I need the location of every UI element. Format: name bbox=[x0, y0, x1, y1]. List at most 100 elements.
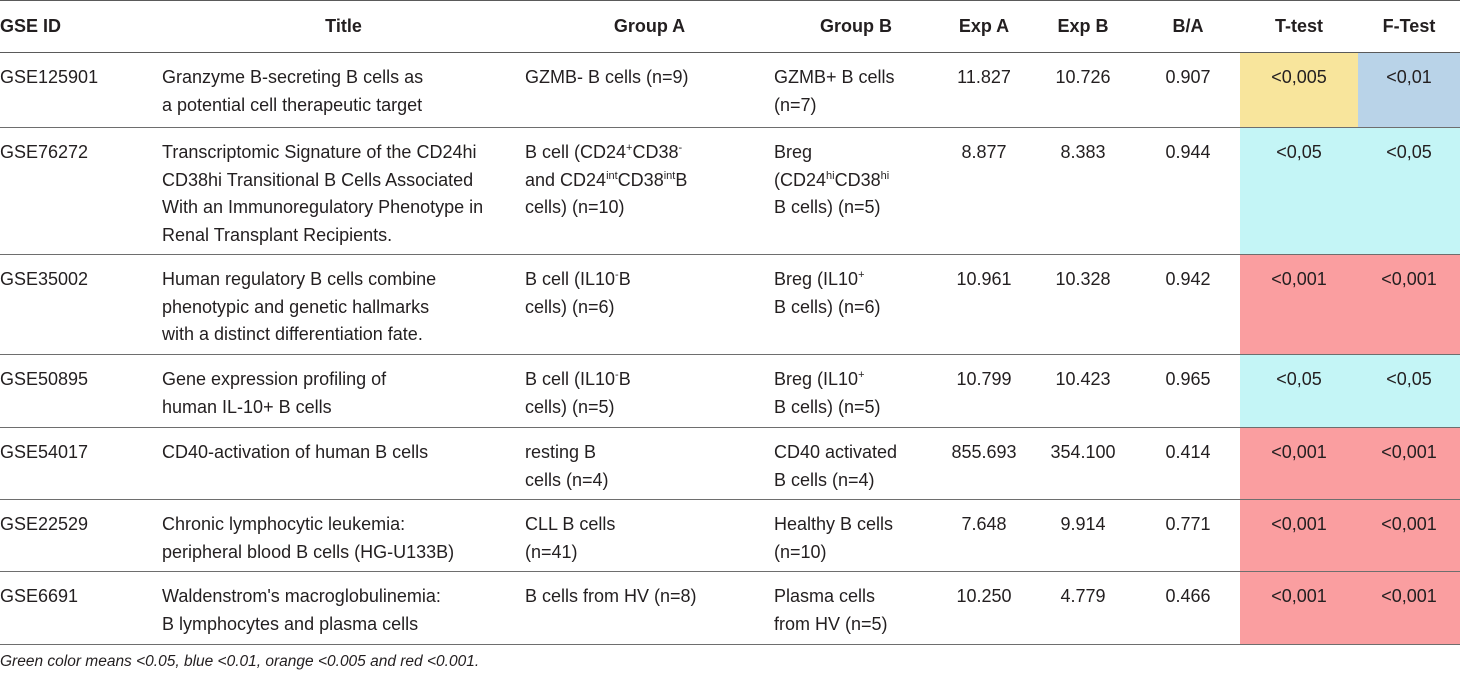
group-line: (n=7) bbox=[774, 92, 938, 120]
group-line: (n=10) bbox=[774, 539, 938, 567]
f-test-cell: <0,01 bbox=[1358, 52, 1460, 128]
t-test-cell: <0,001 bbox=[1240, 427, 1358, 500]
group-a-cell: B cell (IL10-B cells) (n=5) bbox=[525, 354, 774, 428]
header-exp-b: Exp B bbox=[1030, 0, 1136, 53]
group-b-cell: GZMB+ B cells (n=7) bbox=[774, 52, 938, 128]
title-cell: CD40-activation of human B cells bbox=[162, 427, 525, 500]
header-row: GSE ID Title Group A Group B Exp A Exp B… bbox=[0, 0, 1460, 53]
header-group-b: Group B bbox=[774, 0, 938, 53]
group-b-cell: Breg (CD24hiCD38hi B cells) (n=5) bbox=[774, 127, 938, 255]
superscript: hi bbox=[880, 169, 890, 182]
table-row: GSE6691 Waldenstrom's macroglobulinemia: B… bbox=[0, 571, 1460, 645]
group-line: CLL B cells bbox=[525, 511, 774, 539]
results-table: GSE ID Title Group A Group B Exp A Exp B… bbox=[0, 0, 1460, 645]
title-line: peripheral blood B cells (HG-U133B) bbox=[162, 541, 455, 562]
f-test-cell: <0,05 bbox=[1358, 354, 1460, 428]
group-a-cell: B cells from HV (n=8) bbox=[525, 571, 774, 645]
group-line: (CD24hiCD38hi bbox=[774, 167, 938, 195]
f-test-cell: <0,001 bbox=[1358, 499, 1460, 572]
text-segment: Healthy B cells bbox=[774, 514, 894, 534]
gse-id-cell: GSE50895 bbox=[0, 354, 162, 428]
t-test-cell: <0,05 bbox=[1240, 127, 1358, 255]
text-segment: B bbox=[618, 369, 631, 389]
group-line: resting B bbox=[525, 439, 774, 467]
group-line: and CD24intCD38intB bbox=[525, 167, 774, 195]
gse-id-cell: GSE54017 bbox=[0, 427, 162, 500]
table-row: GSE125901 Granzyme B-secreting B cells as… bbox=[0, 52, 1460, 128]
title-line: human IL-10+ B cells bbox=[162, 396, 332, 417]
exp-a-cell: 855.693 bbox=[938, 427, 1030, 500]
title-line: phenotypic and genetic hallmarks bbox=[162, 296, 430, 317]
group-a-cell: B cell (CD24+CD38- and CD24intCD38intB cel… bbox=[525, 127, 774, 255]
text-segment: B cells from HV (n=8) bbox=[525, 586, 697, 606]
title-cell: Human regulatory B cells combine phenotyp… bbox=[162, 254, 525, 355]
group-line: B cell (IL10-B bbox=[525, 366, 774, 394]
exp-a-cell: 10.961 bbox=[938, 254, 1030, 355]
group-line: CD40 activated bbox=[774, 439, 938, 467]
group-line: Breg (IL10+ bbox=[774, 266, 938, 294]
table-row: GSE50895 Gene expression profiling of huma… bbox=[0, 354, 1460, 428]
header-f-test: F-Test bbox=[1358, 0, 1460, 53]
text-segment: (n=10) bbox=[774, 541, 827, 562]
header-title: Title bbox=[162, 0, 525, 53]
text-segment: GZMB+ B cells bbox=[774, 67, 895, 87]
text-segment: B cells) (n=6) bbox=[774, 296, 881, 317]
title-line: Gene expression profiling of bbox=[162, 369, 387, 389]
group-b-cell: Plasma cells from HV (n=5) bbox=[774, 571, 938, 645]
title-line: Granzyme B-secreting B cells as bbox=[162, 67, 424, 87]
group-line: cells) (n=5) bbox=[525, 394, 774, 422]
superscript: hi bbox=[826, 169, 835, 182]
group-line: B cells) (n=5) bbox=[774, 194, 938, 222]
header-gse-id: GSE ID bbox=[0, 0, 162, 53]
exp-a-cell: 10.250 bbox=[938, 571, 1030, 645]
table-row: GSE76272 Transcriptomic Signature of the … bbox=[0, 127, 1460, 255]
title-line: a potential cell therapeutic target bbox=[162, 94, 423, 115]
text-segment: B cells) (n=5) bbox=[774, 396, 881, 417]
group-line: cells (n=4) bbox=[525, 467, 774, 495]
exp-b-cell: 8.383 bbox=[1030, 127, 1136, 255]
group-b-cell: Healthy B cells (n=10) bbox=[774, 499, 938, 572]
f-test-cell: <0,001 bbox=[1358, 427, 1460, 500]
text-segment: CD38 bbox=[834, 169, 881, 190]
superscript: - bbox=[615, 369, 619, 381]
group-line: GZMB- B cells (n=9) bbox=[525, 64, 774, 92]
text-segment: B cells (n=4) bbox=[774, 469, 875, 490]
group-a-cell: resting B cells (n=4) bbox=[525, 427, 774, 500]
text-segment: resting B bbox=[525, 442, 597, 462]
text-segment: Breg bbox=[774, 142, 813, 162]
text-segment: GZMB- B cells (n=9) bbox=[525, 67, 689, 87]
title-line: Transcriptomic Signature of the CD24hi bbox=[162, 142, 477, 162]
superscript: + bbox=[858, 269, 865, 281]
title-line: Waldenstrom's macroglobulinemia: bbox=[162, 586, 441, 606]
ratio-cell: 0.466 bbox=[1136, 571, 1240, 645]
group-line: GZMB+ B cells bbox=[774, 64, 938, 92]
gse-id-cell: GSE76272 bbox=[0, 127, 162, 255]
group-line: B cells from HV (n=8) bbox=[525, 583, 774, 611]
title-line: With an Immunoregulatory Phenotype in bbox=[162, 197, 484, 217]
gse-id-cell: GSE35002 bbox=[0, 254, 162, 355]
text-segment: B bbox=[675, 169, 688, 190]
group-line: B cell (IL10-B bbox=[525, 266, 774, 294]
text-segment: CLL B cells bbox=[525, 514, 616, 534]
gse-id-cell: GSE22529 bbox=[0, 499, 162, 572]
exp-a-cell: 11.827 bbox=[938, 52, 1030, 128]
header-ratio: B/A bbox=[1136, 0, 1240, 53]
text-segment: CD38 bbox=[617, 169, 664, 190]
group-line: from HV (n=5) bbox=[774, 611, 938, 639]
group-b-cell: Breg (IL10+ B cells) (n=5) bbox=[774, 354, 938, 428]
group-line: cells) (n=6) bbox=[525, 294, 774, 322]
exp-b-cell: 10.328 bbox=[1030, 254, 1136, 355]
table-row: GSE54017 CD40-activation of human B cells… bbox=[0, 427, 1460, 500]
title-line: Chronic lymphocytic leukemia: bbox=[162, 514, 406, 534]
text-segment: CD40 activated bbox=[774, 442, 898, 462]
superscript: int bbox=[606, 169, 618, 182]
title-line: B lymphocytes and plasma cells bbox=[162, 613, 419, 634]
text-segment: Plasma cells bbox=[774, 586, 876, 606]
exp-a-cell: 8.877 bbox=[938, 127, 1030, 255]
text-segment: cells) (n=6) bbox=[525, 296, 615, 317]
gse-id-cell: GSE125901 bbox=[0, 52, 162, 128]
ratio-cell: 0.942 bbox=[1136, 254, 1240, 355]
group-line: Plasma cells bbox=[774, 583, 938, 611]
table-row: GSE22529 Chronic lymphocytic leukemia: per… bbox=[0, 499, 1460, 572]
t-test-cell: <0,005 bbox=[1240, 52, 1358, 128]
